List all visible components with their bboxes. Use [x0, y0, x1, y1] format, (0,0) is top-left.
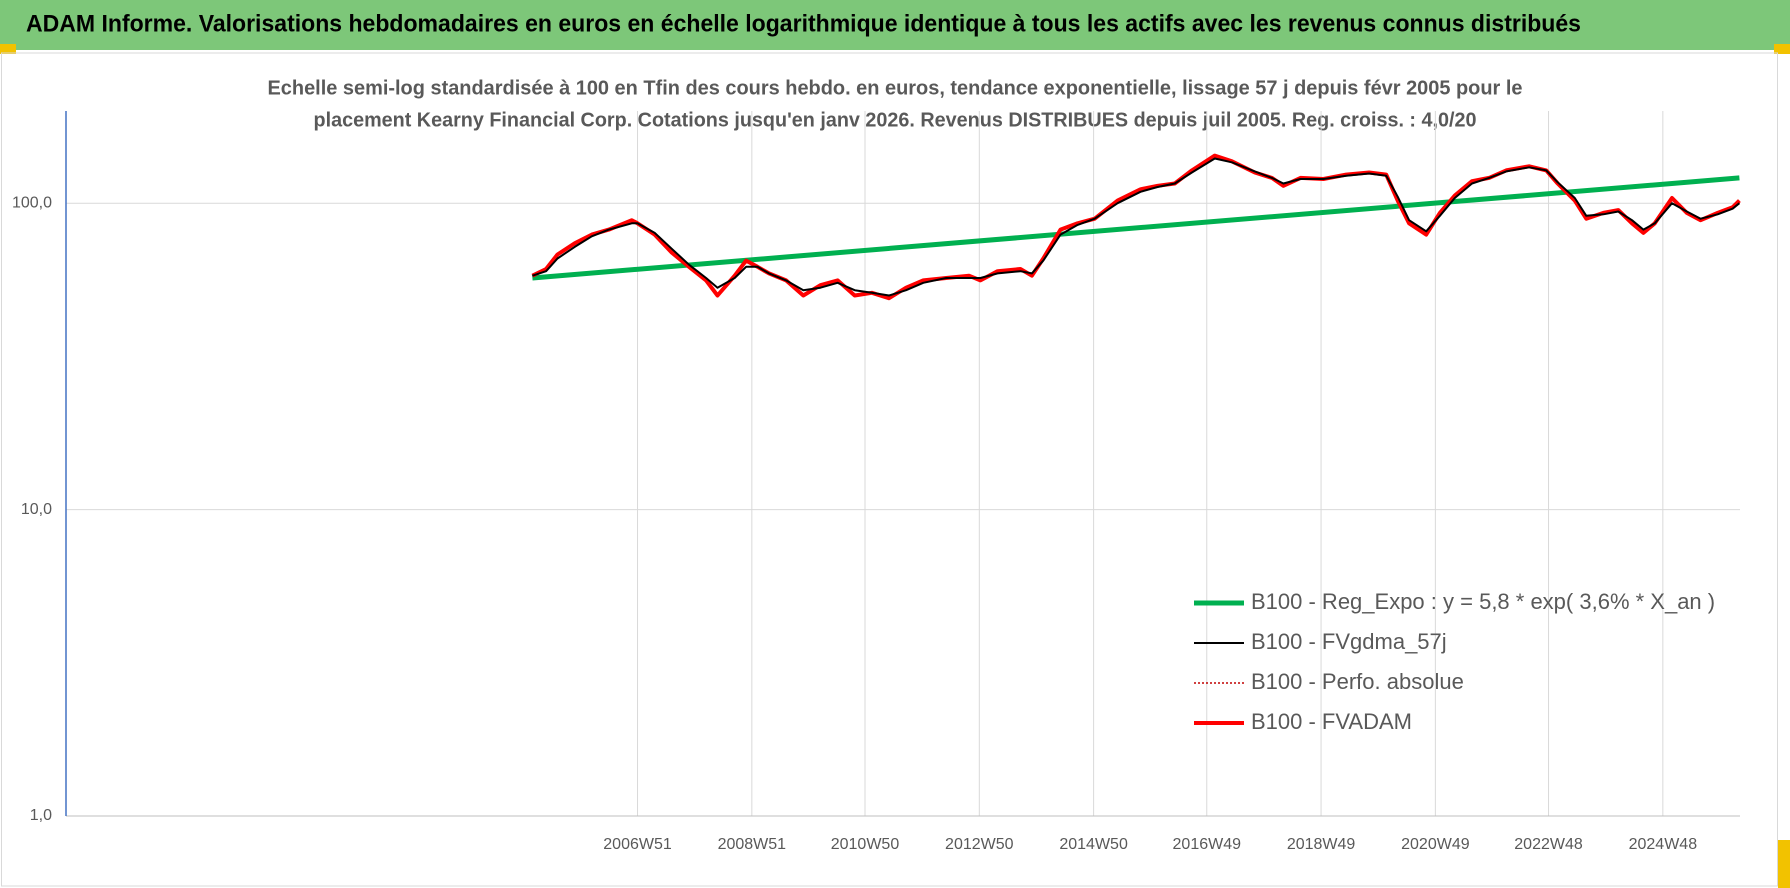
series-line [531, 153, 1741, 301]
x-tick-label: 2006W51 [603, 836, 672, 853]
x-tick-label: 2018W49 [1287, 836, 1356, 853]
x-tick-label: 2024W48 [1629, 836, 1698, 853]
corner-mark [1778, 840, 1790, 888]
legend-label: B100 - FVgdma_57j [1251, 629, 1447, 654]
y-tick-label: 10,0 [21, 501, 52, 518]
x-tick-label: 2016W49 [1173, 836, 1242, 853]
corner-mark [1774, 44, 1790, 54]
series-line [532, 175, 1740, 281]
legend-label: B100 - Reg_Expo : y = 5,8 * exp( 3,6% * … [1251, 589, 1715, 614]
header-bar [0, 0, 1790, 50]
x-tick-label: 2012W50 [945, 836, 1014, 853]
chart-frame [1, 52, 1778, 887]
legend-label: B100 - Perfo. absolue [1251, 669, 1464, 694]
x-tick-label: 2020W49 [1401, 836, 1470, 853]
legend-label: B100 - FVADAM [1251, 709, 1412, 734]
x-tick-label: 2022W48 [1514, 836, 1583, 853]
y-tick-label: 1,0 [30, 807, 52, 824]
x-tick-label: 2014W50 [1059, 836, 1128, 853]
corner-mark [0, 44, 16, 54]
y-tick-label: 100,0 [12, 194, 52, 211]
series-line [532, 157, 1741, 297]
plot-area: 1,0 10,0 100,0 2006W51 2008W51 2010W50 2012W50… [12, 111, 1741, 853]
x-tick-label: 2010W50 [831, 836, 900, 853]
chart-subtitle: Echelle semi-log standardisée à 100 en T… [268, 77, 1523, 99]
chart-subtitle: placement Kearny Financial Corp. Cotatio… [314, 109, 1477, 131]
header-title: ADAM Informe. Valorisations hebdomadaire… [26, 10, 1581, 37]
x-tick-label: 2008W51 [718, 836, 787, 853]
